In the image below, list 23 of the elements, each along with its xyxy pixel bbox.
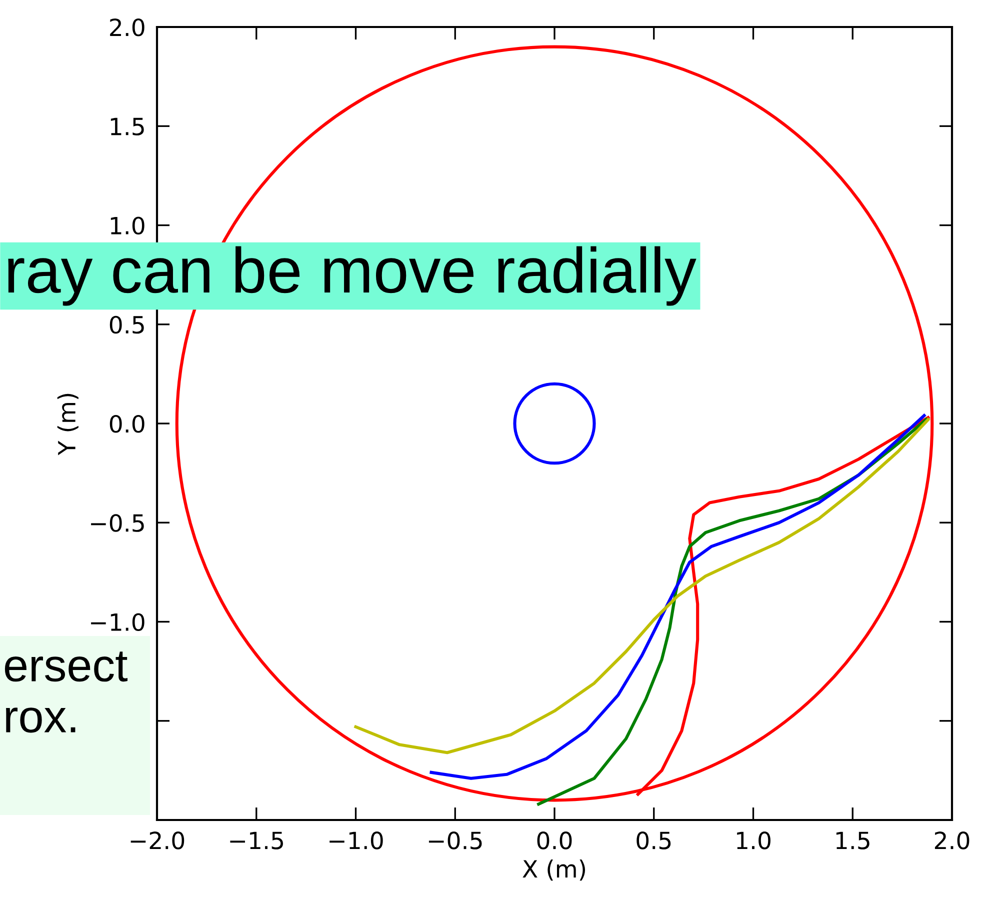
- x-tick-label: 0.5: [636, 832, 671, 850]
- y-tick-label: 0.0: [110, 414, 144, 433]
- text: ersect rox.: [4, 652, 128, 733]
- y-tick-label: 1.0: [110, 216, 144, 235]
- y-tick-label: 1.5: [110, 118, 144, 136]
- x-tick-label: 2.0: [934, 832, 970, 850]
- x-axis-title: X (m): [522, 860, 586, 881]
- x-tick-label: 1.0: [737, 832, 770, 850]
- x-tick-label: −1.5: [230, 832, 283, 850]
- line-series: [636, 416, 930, 796]
- y-tick-label: −0.5: [91, 514, 144, 532]
- x-tick-label: −2.0: [130, 832, 184, 850]
- y-tick-label: 0.5: [110, 316, 144, 334]
- y-tick-label: 2.0: [110, 18, 144, 36]
- x-tick-label: 0.0: [537, 832, 572, 850]
- y-tick-label: −1.0: [91, 613, 144, 632]
- line-series: [430, 414, 926, 780]
- x-tick-label: −0.5: [428, 832, 482, 850]
- x-tick-label: −1.0: [330, 832, 383, 850]
- y-axis-title: Y (m): [57, 394, 78, 456]
- annotation: ray can be move radially: [8, 246, 696, 306]
- x-tick-label: 1.5: [836, 832, 870, 850]
- line-series: [354, 418, 930, 754]
